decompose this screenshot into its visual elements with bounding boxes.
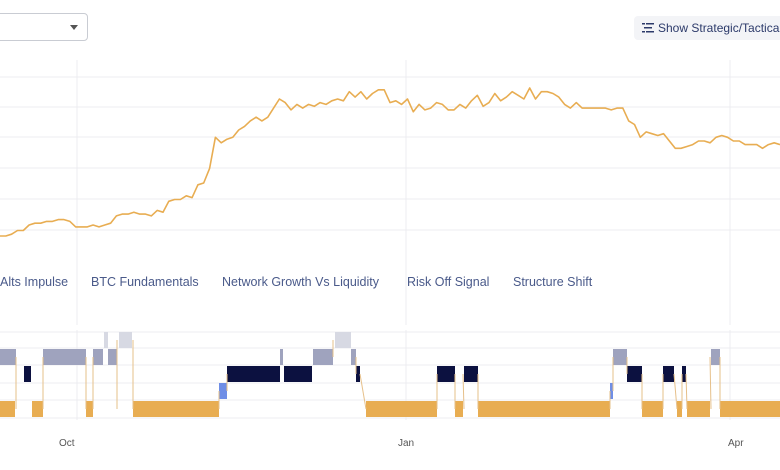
signal-block-slate-7 (280, 349, 283, 365)
price-line (0, 87, 780, 237)
signal-block-navy-17 (464, 366, 478, 382)
signal-block-navy-20 (682, 366, 686, 382)
legend-item-structure-shift[interactable]: Structure Shift (513, 275, 593, 289)
signal-connector-22 (685, 373, 688, 410)
signal-block-slate-11 (711, 349, 720, 365)
signal-block-orange-25 (86, 401, 93, 417)
legend-item-btc-fundamentals[interactable]: BTC Fundamentals (91, 275, 199, 289)
signal-block-slate-9 (351, 349, 356, 365)
signal-block-orange-28 (455, 401, 463, 417)
signal-block-light-0 (104, 332, 108, 348)
x-tick-label-jan: Jan (398, 438, 415, 449)
signal-block-navy-13 (227, 366, 280, 382)
signal-block-orange-32 (687, 401, 710, 417)
signal-block-navy-12 (24, 366, 31, 382)
legend-item-alts-impulse[interactable]: Alts Impulse (0, 275, 69, 289)
toggle-label: Show Strategic/Tactical (658, 21, 780, 35)
list-toggle-icon (642, 23, 654, 33)
signal-connector-20 (673, 373, 678, 410)
asset-dropdown[interactable] (0, 13, 88, 41)
signal-block-orange-30 (642, 401, 663, 417)
signal-block-orange-24 (32, 401, 43, 417)
signal-block-orange-23 (0, 401, 15, 417)
chart-grid (0, 60, 780, 420)
signal-block-slate-6 (108, 349, 117, 365)
signal-connector-13 (462, 373, 465, 410)
x-tick-label-apr: Apr (728, 438, 744, 449)
signal-block-navy-14 (284, 366, 312, 382)
signal-block-orange-27 (366, 401, 437, 417)
signal-block-navy-19 (663, 366, 674, 382)
legend-item-risk-off-signal[interactable]: Risk Off Signal (407, 275, 490, 289)
signal-block-navy-18 (627, 366, 642, 382)
signal-block-orange-29 (478, 401, 610, 417)
signal-block-blue-22 (610, 383, 613, 399)
signal-block-orange-26 (133, 401, 219, 417)
signal-block-slate-4 (43, 349, 86, 365)
signal-timeline (0, 332, 780, 417)
x-tick-label-oct: Oct (59, 438, 75, 449)
strategic-tactical-toggle[interactable]: Show Strategic/Tactical (634, 16, 780, 40)
legend-item-network-growth-vs-liquidity[interactable]: Network Growth Vs Liquidity (222, 275, 380, 289)
signal-block-blue-21 (219, 383, 227, 399)
signal-block-light-2 (335, 332, 351, 348)
signal-block-navy-16 (437, 366, 455, 382)
signal-block-slate-5 (93, 349, 103, 365)
signal-block-slate-10 (613, 349, 627, 365)
signal-block-navy-15 (356, 366, 360, 382)
signal-block-slate-8 (313, 349, 333, 365)
signal-block-light-1 (119, 332, 132, 348)
signal-block-orange-33 (720, 401, 780, 417)
signal-connector-10 (359, 373, 367, 410)
signal-connector-23 (709, 356, 712, 410)
chevron-down-icon (70, 25, 78, 30)
signal-block-slate-3 (0, 349, 16, 365)
signal-block-orange-31 (677, 401, 682, 417)
